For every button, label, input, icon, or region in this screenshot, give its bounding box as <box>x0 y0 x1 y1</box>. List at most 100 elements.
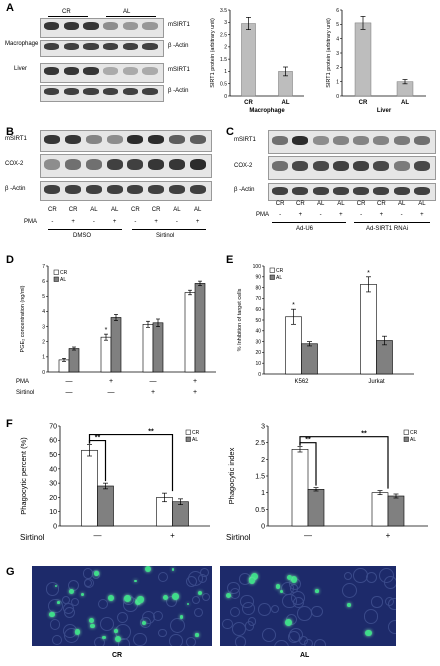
blot-b-protein-2: COX-2 <box>5 161 24 167</box>
blot-band <box>85 135 102 144</box>
blot-b-group-line-2 <box>132 229 206 230</box>
micrograph-fluorescent-spot <box>364 629 372 637</box>
legend-label: AL <box>410 437 416 443</box>
blot-pma-sign: + <box>339 212 343 218</box>
blot-band <box>44 22 60 30</box>
micrograph-cell <box>261 627 276 642</box>
blot-band <box>106 159 123 170</box>
bar <box>354 22 372 97</box>
y-tick-label: 2 <box>42 339 45 345</box>
micrograph-cell <box>71 598 80 607</box>
blot-band <box>142 22 158 30</box>
blot-lane-label: CR <box>377 201 386 207</box>
significance-bracket <box>299 436 389 489</box>
bar <box>241 23 256 97</box>
micrograph-cell <box>234 635 247 646</box>
blot-band <box>85 159 102 170</box>
bar <box>184 292 196 373</box>
micrograph-fluorescent-spot <box>49 612 55 618</box>
blot-band <box>332 161 349 171</box>
micrograph-cell <box>133 632 147 646</box>
blot-band <box>332 187 349 195</box>
y-tick-label: 1 <box>224 69 227 75</box>
y-tick-label: 1.5 <box>220 57 227 63</box>
sirtinol-sign: + <box>193 389 197 396</box>
y-tick-label: 2.5 <box>220 32 227 38</box>
blot-pma-sign: + <box>154 219 158 225</box>
blot-b-protein-1: mSIRT1 <box>5 136 27 142</box>
y-tick-label: 3.5 <box>220 8 227 14</box>
y-tick-label: 60 <box>49 438 57 445</box>
micrograph-cell <box>273 639 290 646</box>
y-tick-label: 4 <box>42 309 45 315</box>
micrograph-cell <box>388 619 396 634</box>
chart-f-phagocytic-percent: 0 10 20 30 40 50 60 70 Phagocytic percent (%) — + S… <box>19 423 210 542</box>
micrograph-fluorescent-spot <box>279 589 283 593</box>
pma-sign: — <box>150 378 157 385</box>
bar <box>360 284 377 375</box>
blot-band <box>44 159 61 170</box>
micrograph-fluorescent-spot <box>124 594 132 602</box>
x-tick-label: K562 <box>294 379 309 385</box>
blot-a-group-al: AL <box>123 9 131 15</box>
micrograph-cell <box>45 582 60 596</box>
panel-letter-c: C <box>226 126 234 138</box>
micrograph-cell <box>83 579 93 588</box>
blot-band <box>65 159 82 170</box>
bar <box>371 492 389 527</box>
micrograph-fluorescent-spot <box>94 571 99 576</box>
micrograph-cell <box>191 596 201 605</box>
sirtinol-sign: — <box>304 531 312 540</box>
micrograph-cell <box>291 590 306 606</box>
micrograph-fluorescent-spot <box>172 593 180 600</box>
y-tick-label: 0.5 <box>255 507 265 514</box>
micrograph-fluorescent-spot <box>225 593 231 598</box>
blot-band <box>83 67 99 75</box>
blot-band <box>142 88 158 95</box>
micrograph-cell <box>98 598 109 610</box>
blot-pma-sign: - <box>279 212 282 218</box>
micrograph-cell <box>366 572 378 584</box>
blot-c-group-line-2 <box>354 222 430 223</box>
sirtinol-row-label: Sirtinol <box>226 533 251 542</box>
micrograph-al <box>220 566 396 646</box>
blot-band <box>127 159 144 170</box>
bar <box>301 343 318 375</box>
panel-letter-a: A <box>6 2 14 14</box>
blot-c-protein-2: COX-2 <box>234 163 253 169</box>
blot-a-protein-3: mSIRT1 <box>168 67 190 73</box>
micrograph-cell <box>92 570 101 579</box>
sirtinol-sign: — <box>108 389 115 396</box>
bar <box>387 495 405 527</box>
blot-lane-label: AL <box>316 201 325 207</box>
y-tick-label: 0 <box>53 523 57 530</box>
blot-lane-label: CR <box>275 201 285 207</box>
micrograph-label-al: AL <box>300 652 310 659</box>
blot-band <box>44 43 60 50</box>
blot-c-protein-1: mSIRT1 <box>234 137 256 143</box>
blot-band <box>353 187 369 195</box>
micrograph-cell <box>166 595 178 607</box>
blot-band <box>122 67 139 75</box>
sirtinol-row-label: Sirtinol <box>20 533 45 542</box>
micrograph-fluorescent-spot <box>195 633 199 637</box>
x-tick-label: CR <box>244 100 253 106</box>
blot-band <box>63 88 80 95</box>
micrograph-fluorescent-spot <box>197 591 202 596</box>
blot-band <box>272 187 288 195</box>
y-tick-label: 50 <box>49 452 57 459</box>
micrograph-cell <box>371 596 383 608</box>
y-axis-label: SIRT1 protein (arbitrary unit) <box>210 18 216 88</box>
micrograph-fluorescent-spot <box>290 576 297 583</box>
blot-band <box>168 159 185 170</box>
x-tick-label: CR <box>359 100 368 106</box>
blot-band <box>189 135 206 144</box>
micrograph-cell <box>342 582 358 598</box>
micrograph-fluorescent-spot <box>54 584 57 587</box>
y-tick-label: 10 <box>255 361 261 367</box>
y-tick-label: 100 <box>253 264 262 270</box>
micrograph-fluorescent-spot <box>107 595 114 601</box>
blot-pma-sign: - <box>400 212 403 218</box>
micrograph-fluorescent-spot <box>137 596 144 603</box>
blot-pma-sign: - <box>360 212 363 218</box>
